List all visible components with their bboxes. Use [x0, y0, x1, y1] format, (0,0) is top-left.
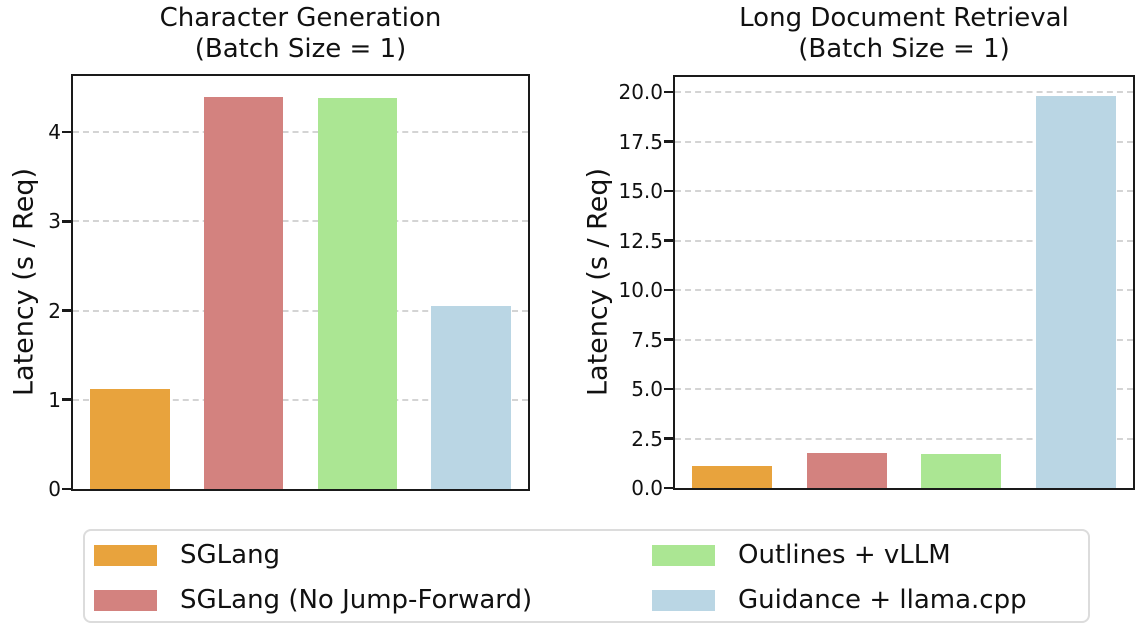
y-tick-mark	[62, 309, 71, 312]
legend-label: Outlines + vLLM	[738, 540, 951, 570]
gridline	[675, 91, 1133, 94]
y-tick-label: 5.0	[631, 377, 663, 401]
gridline	[675, 437, 1133, 440]
chart-title-line2: (Batch Size = 1)	[194, 34, 407, 64]
y-tick-label: 7.5	[631, 327, 663, 352]
legend-item-sglang: SGLang	[94, 539, 280, 571]
gridline	[73, 309, 528, 312]
y-tick-mark	[664, 90, 673, 94]
y-tick-label: 0.0	[631, 476, 663, 500]
legend-item-guidance-llama-cpp: Guidance + llama.cpp	[652, 584, 1027, 616]
y-tick-label: 2	[48, 298, 61, 323]
y-tick-label: 20.0	[618, 80, 663, 105]
gridline	[675, 289, 1133, 292]
gridline	[73, 220, 528, 223]
legend-swatch-guidance-llama-cpp	[652, 589, 715, 611]
y-tick-mark	[664, 140, 673, 143]
y-tick-mark	[664, 387, 673, 391]
y-tick-mark	[664, 239, 673, 242]
legend-swatch-sglang-no-jump-forward	[94, 589, 157, 611]
chart-title-line1: Character Generation	[159, 3, 442, 33]
y-axis-label: Latency (s / Req)	[8, 168, 40, 396]
y-tick-mark	[62, 220, 71, 223]
chart-title: Character Generation (Batch Size = 1)	[71, 3, 530, 65]
y-tick-label: 10.0	[618, 278, 663, 303]
gridline	[675, 388, 1133, 390]
gridline	[73, 398, 528, 401]
y-tick-mark	[664, 437, 673, 440]
bar-sglang	[90, 389, 170, 489]
legend-label: Guidance + llama.cpp	[738, 585, 1027, 615]
gridline	[675, 140, 1133, 143]
y-tick-label: 15.0	[618, 179, 663, 204]
gridline	[73, 131, 528, 134]
legend-item-sglang-no-jump-forward: SGLang (No Jump-Forward)	[94, 584, 532, 616]
y-tick-mark	[62, 398, 71, 402]
bar-sglang-no-jump-forward	[806, 453, 887, 488]
bar-sglang	[692, 466, 773, 488]
y-tick-label: 2.5	[631, 426, 663, 451]
chart-title: Long Document Retrieval (Batch Size = 1)	[673, 3, 1135, 65]
gridline	[675, 239, 1133, 242]
y-tick-label: 4	[48, 120, 61, 145]
legend-label: SGLang	[180, 540, 281, 570]
bar-sglang-no-jump-forward	[203, 96, 284, 489]
legend-box: SGLang SGLang (No Jump-Forward) Outlines +…	[83, 529, 1090, 623]
plot-area-character-generation: 0 1 2 3 4	[48, 74, 530, 500]
y-axis-label: Latency (s / Req)	[582, 168, 614, 396]
gridline	[675, 190, 1133, 193]
chart-title-line1: Long Document Retrieval	[739, 3, 1069, 33]
y-tick-mark	[664, 486, 673, 490]
y-tick-mark	[664, 338, 673, 341]
y-tick-mark	[664, 288, 673, 292]
y-tick-label: 12.5	[618, 228, 663, 253]
y-tick-label: 0	[48, 477, 61, 501]
chart-panel-long-document-retrieval: Long Document Retrieval (Batch Size = 1)…	[573, 0, 1146, 510]
bar-outlines-vllm	[317, 98, 398, 489]
legend-swatch-sglang	[94, 544, 157, 566]
legend-label: SGLang (No Jump-Forward)	[180, 585, 533, 615]
y-tick-mark	[62, 487, 71, 491]
chart-panel-character-generation: Character Generation (Batch Size = 1) La…	[0, 0, 573, 510]
y-tick-label: 1	[48, 387, 61, 412]
legend-swatch-outlines-vllm	[652, 544, 715, 566]
plot-area-long-document-retrieval: 0.0 2.5 5.0 7.5 10.0 12.5 15.0 17.5 20.0	[618, 75, 1135, 499]
y-tick-mark	[664, 189, 673, 193]
gridline	[675, 338, 1133, 341]
bar-guidance-llama-cpp	[1035, 96, 1116, 488]
y-tick-label: 17.5	[618, 129, 663, 154]
y-tick-label: 3	[48, 209, 61, 234]
bar-guidance-llama-cpp	[431, 306, 511, 489]
chart-title-line2: (Batch Size = 1)	[798, 34, 1010, 64]
legend-item-outlines-vllm: Outlines + vLLM	[652, 539, 951, 571]
y-tick-mark	[62, 130, 71, 134]
bar-outlines-vllm	[921, 454, 1002, 488]
